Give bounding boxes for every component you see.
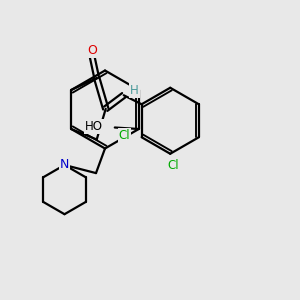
Text: O: O (87, 44, 97, 57)
Text: Cl: Cl (167, 159, 179, 172)
Text: N: N (60, 158, 69, 171)
Text: HO: HO (85, 120, 103, 134)
Text: H: H (130, 84, 139, 97)
Text: Cl: Cl (118, 129, 130, 142)
